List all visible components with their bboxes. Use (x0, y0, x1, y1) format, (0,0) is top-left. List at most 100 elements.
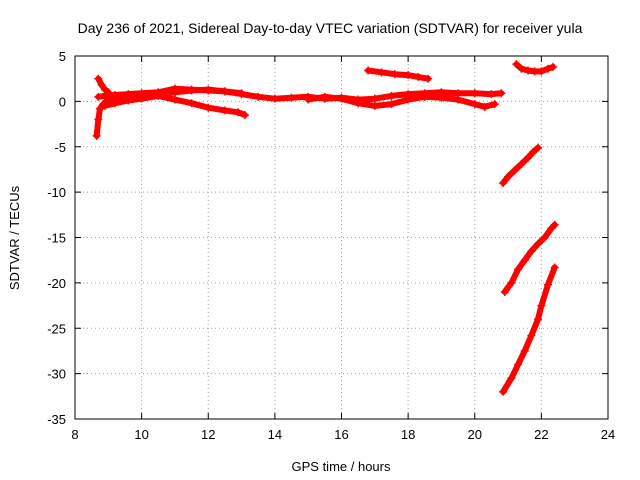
data-point (170, 84, 179, 93)
data-point (544, 64, 553, 73)
x-tick-label: 22 (534, 427, 548, 442)
data-point (520, 346, 529, 355)
data-point (524, 66, 533, 75)
data-point (97, 81, 106, 90)
data-point (270, 94, 279, 103)
y-tick-label: -5 (54, 140, 66, 155)
data-point (507, 374, 516, 383)
data-point (234, 108, 243, 117)
data-point (137, 94, 146, 103)
data-point (534, 239, 543, 248)
data-point (370, 101, 379, 110)
data-point (470, 89, 479, 98)
data-point (387, 91, 396, 100)
data-point (404, 95, 413, 104)
data-point (514, 265, 523, 274)
x-tick-label: 8 (71, 427, 78, 442)
data-point (537, 67, 546, 76)
data-point (100, 101, 109, 110)
x-tick-label: 12 (201, 427, 215, 442)
data-point (124, 96, 133, 105)
data-point (364, 66, 373, 75)
data-point (480, 102, 489, 111)
x-tick-label: 18 (401, 427, 415, 442)
data-point (337, 94, 346, 103)
x-tick-label: 16 (334, 427, 348, 442)
data-point (420, 92, 429, 101)
data-point (527, 331, 536, 340)
series-5-trace (305, 93, 498, 110)
chart-title: Day 236 of 2021, Sidereal Day-to-day VTE… (78, 20, 583, 36)
data-point (94, 74, 103, 83)
grid-lines (75, 56, 608, 419)
data-point (94, 115, 103, 124)
data-point (549, 62, 558, 71)
y-tick-label: -15 (47, 231, 66, 246)
y-tick-label: 5 (59, 49, 66, 64)
data-point (377, 68, 386, 77)
data-point (154, 91, 163, 100)
data-point (354, 99, 363, 108)
data-point (500, 287, 509, 296)
data-point (520, 256, 529, 265)
x-axis-label: GPS time / hours (292, 459, 391, 474)
data-point (510, 166, 519, 175)
data-point (512, 60, 521, 69)
data-point (187, 85, 196, 94)
y-tick-label: -30 (47, 367, 66, 382)
data-point (550, 263, 559, 272)
data-point (550, 220, 559, 229)
y-tick-label: -35 (47, 412, 66, 427)
data-point (170, 95, 179, 104)
data-point (454, 95, 463, 104)
x-tick-labels: 8 10 12 14 16 18 20 22 24 (71, 427, 615, 442)
data-point (497, 89, 506, 98)
data-point (287, 93, 296, 102)
y-tick-label: -25 (47, 321, 66, 336)
plot-frame (74, 55, 609, 420)
y-tick-labels: 5 0 -5 -10 -15 -20 -25 -30 -35 (47, 49, 66, 427)
data-point (499, 179, 508, 188)
data-point (517, 159, 526, 168)
data-point (540, 233, 549, 242)
data-point (390, 70, 399, 79)
data-point (424, 74, 433, 83)
data-point (414, 72, 423, 81)
x-tick-label: 20 (468, 427, 482, 442)
data-point (470, 100, 479, 109)
data-point (104, 88, 113, 97)
data-point (95, 104, 104, 113)
data-point (94, 92, 103, 101)
data-point (254, 92, 263, 101)
data-point (499, 387, 508, 396)
data-point (204, 103, 213, 112)
y-axis-label: SDTVAR / TECUs (7, 185, 22, 290)
data-point (537, 301, 546, 310)
data-point (220, 106, 229, 115)
data-point (204, 86, 213, 95)
x-tick-label: 10 (134, 427, 148, 442)
data-point (544, 280, 553, 289)
series-3-trace (95, 75, 112, 96)
data-point (110, 99, 119, 108)
data-point (514, 360, 523, 369)
data-point (92, 131, 101, 140)
data-point (534, 143, 543, 152)
data-point (304, 95, 313, 104)
data-point (437, 93, 446, 102)
data-point (524, 153, 533, 162)
y-tick-label: 0 (59, 94, 66, 109)
data-point (110, 91, 119, 100)
data-point (517, 64, 526, 73)
data-point (490, 100, 499, 109)
y-tick-label: -20 (47, 276, 66, 291)
data-point (187, 99, 196, 108)
data-point (387, 100, 396, 109)
data-point (370, 94, 379, 103)
data-point (504, 172, 513, 181)
data-point (237, 89, 246, 98)
data-point (529, 148, 538, 157)
data-point (404, 71, 413, 80)
